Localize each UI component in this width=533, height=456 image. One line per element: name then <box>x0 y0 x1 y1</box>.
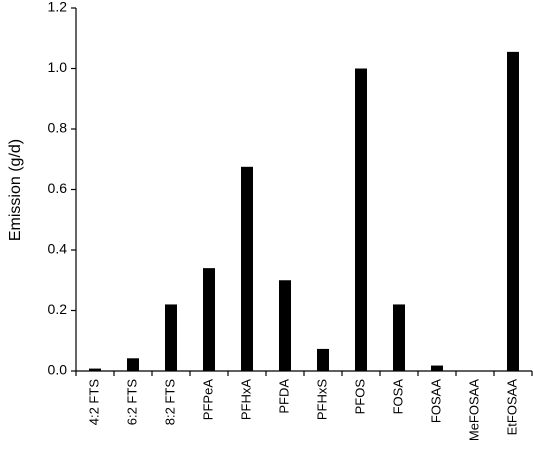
bar <box>89 368 101 371</box>
bar <box>355 68 367 371</box>
x-tick-label: FOSAA <box>428 379 443 423</box>
x-tick-label: PFHxS <box>314 379 329 421</box>
bar <box>431 365 443 371</box>
x-tick-label: EtFOSAA <box>504 379 519 436</box>
x-tick-label: 6:2 FTS <box>124 379 139 426</box>
y-tick-label: 0.6 <box>48 180 68 196</box>
x-tick-label: PFHxA <box>238 379 253 421</box>
x-tick-label: PFDA <box>276 379 291 414</box>
y-tick-label: 1.0 <box>48 59 68 75</box>
bar <box>165 304 177 371</box>
bar <box>393 304 405 371</box>
y-tick-label: 0.8 <box>48 120 68 136</box>
y-tick-label: 0.4 <box>48 241 68 257</box>
x-tick-label: 8:2 FTS <box>162 379 177 426</box>
x-tick-label: MeFOSAA <box>466 379 481 441</box>
bar <box>507 51 519 372</box>
bar <box>127 358 139 371</box>
y-tick-label: 1.2 <box>48 0 68 15</box>
x-tick-label: FOSA <box>390 379 405 415</box>
x-tick-label: 4:2 FTS <box>86 379 101 426</box>
bar <box>279 280 291 371</box>
bar <box>241 166 253 371</box>
x-tick-label: PFOS <box>352 379 367 415</box>
y-axis-label: Emission (g/d) <box>7 139 24 241</box>
y-tick-label: 0.0 <box>48 362 68 378</box>
y-tick-label: 0.2 <box>48 301 68 317</box>
bar <box>317 348 329 371</box>
x-tick-label: PFPeA <box>200 379 215 421</box>
bar <box>203 268 215 371</box>
